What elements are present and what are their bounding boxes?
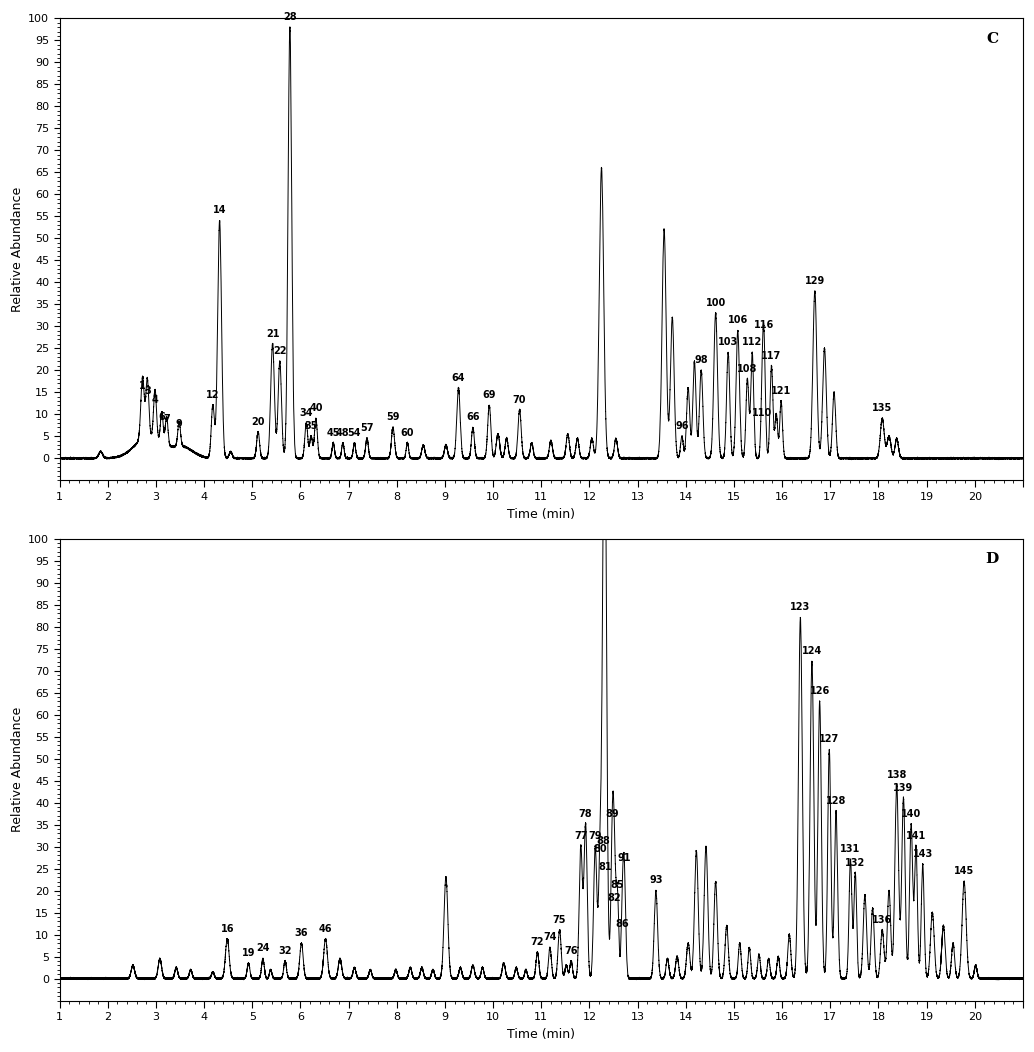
Text: 136: 136: [872, 915, 892, 925]
Text: 12: 12: [206, 390, 219, 400]
Text: 46: 46: [318, 924, 332, 933]
Text: 72: 72: [530, 937, 544, 947]
Text: 93: 93: [649, 875, 663, 885]
Text: 123: 123: [790, 603, 811, 612]
Text: 129: 129: [804, 276, 825, 286]
Text: 126: 126: [810, 686, 829, 696]
Text: 34: 34: [300, 408, 313, 418]
Text: 14: 14: [213, 205, 226, 216]
Text: 135: 135: [872, 403, 892, 413]
Text: 116: 116: [754, 320, 773, 330]
X-axis label: Time (min): Time (min): [508, 508, 575, 521]
Text: 69: 69: [483, 390, 496, 400]
Text: 3: 3: [144, 386, 151, 396]
Text: 20: 20: [251, 417, 265, 427]
Text: 74: 74: [543, 932, 556, 943]
Text: 60: 60: [400, 427, 415, 438]
Text: 88: 88: [596, 835, 610, 846]
Text: 75: 75: [553, 915, 567, 925]
Text: 128: 128: [826, 796, 846, 806]
Text: 86: 86: [615, 919, 629, 929]
Text: 4: 4: [152, 394, 158, 405]
Text: 70: 70: [513, 394, 526, 405]
Text: 54: 54: [347, 427, 361, 438]
Y-axis label: Relative Abundance: Relative Abundance: [11, 186, 24, 312]
Text: 96: 96: [675, 421, 689, 431]
Text: 103: 103: [718, 338, 738, 347]
Text: 6: 6: [158, 412, 165, 422]
Text: 16: 16: [220, 924, 234, 933]
Text: 40: 40: [309, 403, 323, 413]
Text: 48: 48: [336, 427, 349, 438]
Text: 81: 81: [598, 862, 612, 872]
Text: 110: 110: [752, 408, 772, 418]
Text: 76: 76: [565, 946, 578, 955]
Text: 145: 145: [954, 867, 974, 876]
Text: 131: 131: [841, 845, 860, 854]
Text: 132: 132: [845, 857, 865, 868]
Text: 112: 112: [742, 338, 762, 347]
Text: 143: 143: [913, 849, 933, 858]
Text: 9: 9: [176, 419, 183, 429]
Text: 117: 117: [761, 350, 782, 361]
Text: 140: 140: [901, 809, 921, 820]
Text: D: D: [985, 552, 999, 566]
Text: 28: 28: [283, 12, 297, 22]
Text: 32: 32: [278, 946, 292, 955]
Text: 24: 24: [256, 944, 270, 953]
Text: 108: 108: [737, 364, 758, 373]
Text: 66: 66: [466, 412, 480, 422]
Text: 91: 91: [617, 853, 631, 864]
Text: 139: 139: [893, 783, 914, 793]
Text: 138: 138: [886, 770, 907, 780]
X-axis label: Time (min): Time (min): [508, 1028, 575, 1040]
Text: 85: 85: [610, 879, 625, 890]
Text: 57: 57: [360, 423, 373, 433]
Text: 22: 22: [273, 346, 286, 357]
Text: 121: 121: [771, 386, 791, 396]
Text: 89: 89: [606, 809, 619, 820]
Text: 77: 77: [574, 831, 587, 842]
Text: 127: 127: [819, 734, 840, 745]
Text: 124: 124: [801, 647, 822, 656]
Text: 21: 21: [266, 328, 279, 339]
Text: 19: 19: [242, 948, 255, 958]
Y-axis label: Relative Abundance: Relative Abundance: [11, 707, 24, 832]
Text: 59: 59: [387, 412, 400, 422]
Text: 106: 106: [728, 316, 748, 325]
Text: 78: 78: [579, 809, 592, 820]
Text: 45: 45: [327, 427, 340, 438]
Text: 82: 82: [608, 893, 621, 903]
Text: C: C: [986, 33, 999, 46]
Text: 98: 98: [695, 355, 708, 365]
Text: 1: 1: [140, 382, 146, 391]
Text: 64: 64: [452, 372, 465, 383]
Text: 141: 141: [906, 831, 926, 842]
Text: 79: 79: [588, 831, 602, 842]
Text: 7: 7: [163, 414, 170, 424]
Text: 36: 36: [295, 928, 308, 938]
Text: 80: 80: [594, 845, 607, 854]
Text: 100: 100: [705, 298, 726, 308]
Text: 35: 35: [304, 421, 317, 431]
